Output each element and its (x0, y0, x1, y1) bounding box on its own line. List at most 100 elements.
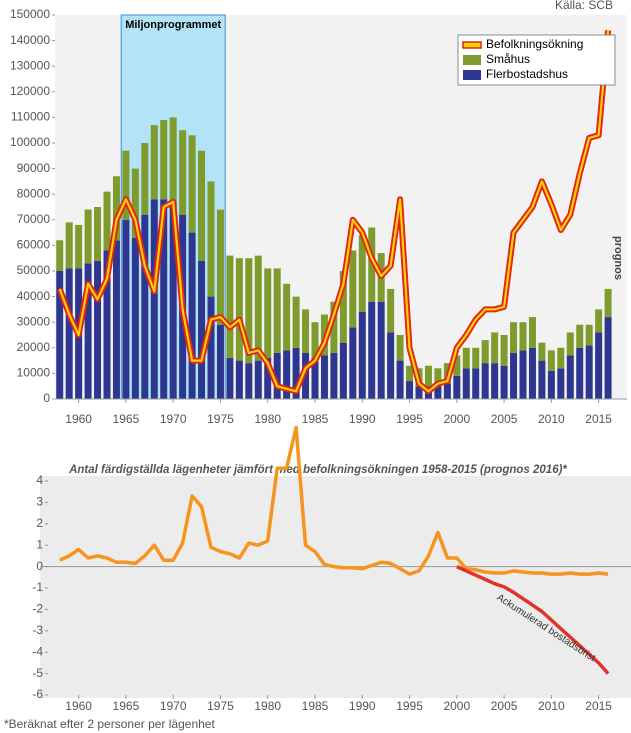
line (456, 565, 610, 675)
bar (358, 311, 366, 399)
bar (434, 386, 442, 399)
x-tick-label: 1990 (349, 412, 376, 426)
bar (510, 352, 518, 399)
bar (358, 235, 366, 312)
bar (519, 322, 527, 351)
y-tick-label: 1 (36, 537, 43, 551)
x-tick-label: 2010 (538, 699, 565, 713)
period-label: Miljonprogrammet (125, 19, 221, 31)
bar (481, 340, 489, 364)
y-tick-label: 30000 (17, 314, 51, 328)
x-tick-label: 2010 (538, 412, 565, 426)
bar (434, 368, 442, 387)
y-tick-label: 120000 (10, 84, 50, 98)
bar (396, 360, 404, 399)
bar (131, 237, 139, 399)
bar (273, 352, 281, 399)
y-tick-label: 0 (43, 391, 50, 405)
bar (84, 263, 92, 399)
bar (150, 125, 158, 200)
y-tick-label: 60000 (17, 238, 51, 252)
bar (122, 219, 130, 399)
bar (547, 370, 555, 399)
bar (302, 309, 310, 353)
bar (112, 176, 120, 241)
bar (65, 268, 73, 399)
y-tick-label: 90000 (17, 161, 51, 175)
bar (406, 365, 414, 382)
y-tick-label: 70000 (17, 212, 51, 226)
bar (188, 135, 196, 233)
bar (377, 301, 385, 399)
y-tick-label: -1 (32, 580, 43, 594)
legend-swatch (463, 70, 481, 80)
bar (443, 383, 451, 399)
bar (424, 365, 432, 387)
bar (415, 386, 423, 399)
y-tick-label: 3 (36, 495, 43, 509)
y-tick-label: 150000 (10, 7, 50, 21)
x-tick-label: 1985 (302, 412, 329, 426)
y-tick-label: 50000 (17, 263, 51, 277)
x-tick-label: 1980 (254, 699, 281, 713)
bar (264, 268, 272, 359)
bar (292, 296, 300, 348)
bar (491, 363, 499, 399)
plot-area (40, 476, 631, 698)
bar (472, 368, 480, 399)
x-tick-label: 1970 (160, 412, 187, 426)
bar (538, 360, 546, 399)
x-tick-label: 1985 (302, 699, 329, 713)
bar (56, 271, 64, 399)
bar (406, 381, 414, 399)
bar (216, 324, 224, 399)
bar (595, 332, 603, 399)
y-tick-label: 130000 (10, 58, 50, 72)
bar (235, 258, 243, 361)
bar (330, 352, 338, 399)
bar (292, 347, 300, 399)
x-tick-label: 1970 (160, 699, 187, 713)
bar (481, 363, 489, 399)
bar (207, 296, 215, 399)
bar (595, 309, 603, 333)
bar (519, 350, 527, 399)
y-tick-label: 2 (36, 516, 43, 530)
y-tick-label: 110000 (11, 110, 50, 124)
bar (510, 322, 518, 353)
y-tick-label: -5 (32, 666, 43, 680)
y-tick-label: -4 (32, 644, 43, 658)
y-tick-label: 20000 (17, 340, 51, 354)
x-tick-label: 1960 (65, 699, 92, 713)
y-tick-label: 4 (36, 473, 43, 487)
bar (273, 268, 281, 353)
bar (349, 250, 357, 328)
x-tick-label: 2015 (585, 412, 612, 426)
x-tick-label: 2005 (491, 699, 518, 713)
x-tick-label: 2000 (443, 699, 470, 713)
bar (160, 119, 168, 200)
y-tick-label: 10000 (17, 366, 51, 380)
bar (557, 347, 565, 369)
chart-title: Antal färdigställda lägenheter jämfört m… (68, 464, 567, 476)
legend-label: Flerbostadshus (486, 67, 568, 81)
bar (387, 288, 395, 333)
forecast-label: prognos (612, 236, 624, 280)
y-tick-label: -3 (32, 623, 43, 637)
bar (585, 345, 593, 399)
x-tick-label: 1965 (113, 699, 140, 713)
x-tick-label: 2000 (443, 412, 470, 426)
bar (396, 335, 404, 361)
bar (311, 322, 319, 359)
x-tick-label: 1995 (396, 412, 423, 426)
bar (198, 260, 206, 399)
bar (75, 224, 83, 269)
bar (330, 301, 338, 353)
bar (84, 209, 92, 264)
bar (198, 150, 206, 261)
bar (283, 350, 291, 399)
bar (566, 355, 574, 399)
bar (254, 255, 262, 361)
bar (491, 332, 499, 364)
